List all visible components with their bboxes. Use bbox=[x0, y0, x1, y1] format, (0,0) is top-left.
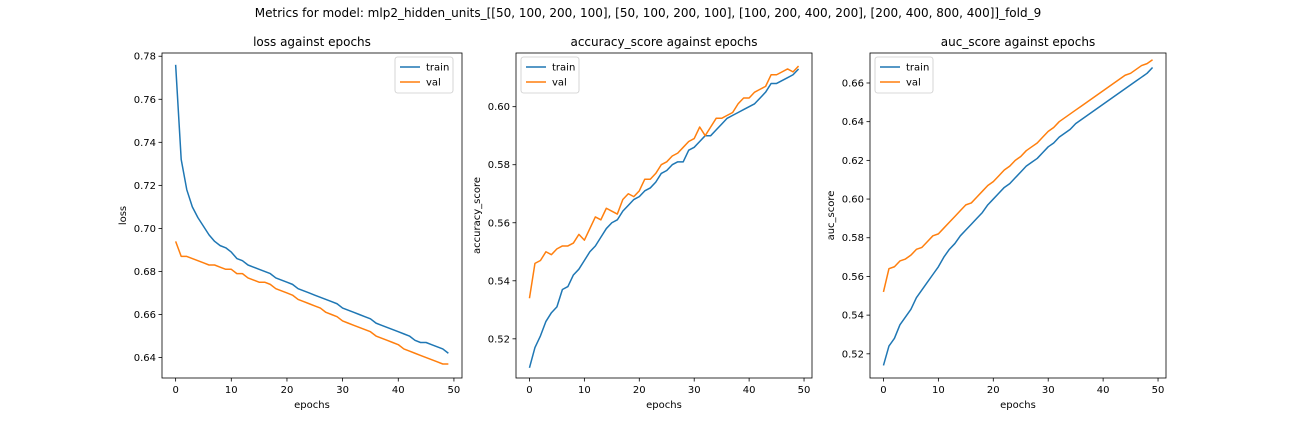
loss-ytick-label: 0.74 bbox=[134, 138, 156, 149]
accuracy-train-line bbox=[528, 68, 800, 369]
accuracy-chart-title: accuracy_score against epochs bbox=[570, 35, 757, 49]
loss-val-line bbox=[174, 241, 449, 365]
accuracy-ytick-label: 0.58 bbox=[488, 160, 510, 171]
loss-legend-box bbox=[394, 56, 454, 94]
loss-xtick-label: 50 bbox=[448, 385, 461, 396]
accuracy-xtick-label: 10 bbox=[578, 385, 591, 396]
auc-train-line bbox=[882, 66, 1154, 366]
loss-y-axis-label: loss bbox=[118, 206, 129, 225]
accuracy-xtick-label: 50 bbox=[798, 385, 811, 396]
loss-legend-label-val: val bbox=[426, 78, 441, 89]
loss-xtick-label: 30 bbox=[336, 385, 349, 396]
loss-ytick-label: 0.68 bbox=[134, 267, 156, 278]
accuracy-val-line bbox=[528, 65, 800, 299]
subplot-accuracy: accuracy_score against epochs 0 10 20 30 40 50… bbox=[472, 35, 813, 411]
auc-ytick-label: 0.66 bbox=[842, 78, 864, 89]
accuracy-ytick-label: 0.52 bbox=[488, 334, 510, 345]
loss-ytick-label: 0.72 bbox=[134, 181, 156, 192]
loss-ytick-label: 0.70 bbox=[134, 224, 156, 235]
accuracy-xtick-label: 20 bbox=[633, 385, 646, 396]
auc-xtick-label: 10 bbox=[932, 385, 945, 396]
accuracy-ytick-label: 0.60 bbox=[488, 102, 510, 113]
loss-legend-label-train: train bbox=[426, 63, 449, 74]
loss-train-line bbox=[174, 64, 449, 354]
accuracy-ytick-label: 0.56 bbox=[488, 218, 510, 229]
accuracy-legend-label-val: val bbox=[552, 78, 567, 89]
loss-x-axis-label: epochs bbox=[294, 400, 330, 411]
accuracy-xtick-label: 30 bbox=[688, 385, 701, 396]
loss-xtick-label: 40 bbox=[392, 385, 405, 396]
loss-chart-title: loss against epochs bbox=[253, 35, 371, 49]
auc-xtick-label: 0 bbox=[880, 385, 886, 396]
auc-ytick-label: 0.62 bbox=[842, 156, 864, 167]
auc-ytick-label: 0.64 bbox=[842, 117, 864, 128]
auc-chart-title: auc_score against epochs bbox=[941, 35, 1095, 49]
auc-ytick-label: 0.52 bbox=[842, 349, 864, 360]
loss-xtick-label: 10 bbox=[225, 385, 238, 396]
subplot-loss: loss against epochs 0 10 20 30 40 50 0.64 0.66 0.… bbox=[118, 35, 463, 411]
accuracy-xtick-label: 0 bbox=[526, 385, 532, 396]
auc-axes-frame bbox=[869, 52, 1167, 379]
auc-val-line bbox=[882, 59, 1153, 293]
loss-ytick-label: 0.64 bbox=[134, 353, 156, 364]
subplot-auc: auc_score against epochs 0 10 20 30 40 50 0.52 0… bbox=[826, 35, 1167, 411]
accuracy-xtick-label: 40 bbox=[743, 385, 756, 396]
loss-xtick-label: 20 bbox=[281, 385, 294, 396]
auc-ytick-label: 0.58 bbox=[842, 233, 864, 244]
accuracy-legend-label-train: train bbox=[552, 63, 575, 74]
auc-xtick-label: 40 bbox=[1097, 385, 1110, 396]
accuracy-axes-frame bbox=[515, 52, 813, 379]
auc-xtick-label: 20 bbox=[987, 385, 1000, 396]
loss-axes-frame bbox=[161, 52, 463, 379]
auc-legend-label-train: train bbox=[906, 63, 929, 74]
auc-ytick-label: 0.56 bbox=[842, 272, 864, 283]
loss-ytick-label: 0.66 bbox=[134, 310, 156, 321]
loss-ytick-label: 0.76 bbox=[134, 95, 156, 106]
loss-ytick-label: 0.78 bbox=[134, 52, 156, 63]
auc-ytick-label: 0.60 bbox=[842, 195, 864, 206]
auc-y-axis-label: auc_score bbox=[826, 191, 837, 241]
accuracy-x-axis-label: epochs bbox=[646, 400, 682, 411]
accuracy-legend-box bbox=[520, 56, 580, 94]
figure-title: Metrics for model: mlp2_hidden_units_[[5… bbox=[254, 6, 1042, 20]
loss-xtick-label: 0 bbox=[172, 385, 178, 396]
auc-x-axis-label: epochs bbox=[1000, 400, 1036, 411]
auc-legend-label-val: val bbox=[906, 78, 921, 89]
auc-xtick-label: 30 bbox=[1042, 385, 1055, 396]
accuracy-y-axis-label: accuracy_score bbox=[472, 177, 483, 254]
auc-xtick-label: 50 bbox=[1152, 385, 1165, 396]
auc-ytick-label: 0.54 bbox=[842, 311, 864, 322]
auc-legend-box bbox=[874, 56, 934, 94]
accuracy-ytick-label: 0.54 bbox=[488, 276, 510, 287]
